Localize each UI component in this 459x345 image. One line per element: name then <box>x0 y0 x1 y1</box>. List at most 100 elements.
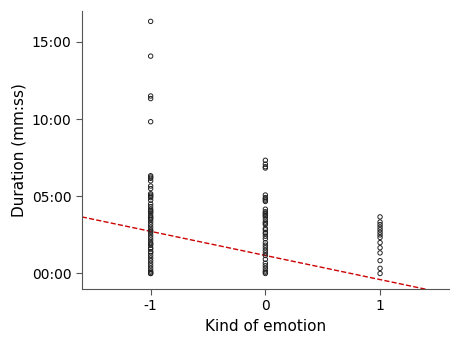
Point <box>147 268 154 274</box>
X-axis label: Kind of emotion: Kind of emotion <box>204 319 325 334</box>
Point <box>375 258 383 263</box>
Point <box>147 232 154 238</box>
Point <box>147 224 154 230</box>
Point <box>261 231 269 236</box>
Point <box>147 178 154 184</box>
Point <box>261 236 269 241</box>
Point <box>261 161 269 167</box>
Point <box>147 197 154 203</box>
Y-axis label: Duration (mm:ss): Duration (mm:ss) <box>11 83 26 217</box>
Point <box>147 208 154 213</box>
Point <box>147 183 154 189</box>
Point <box>261 263 269 268</box>
Point <box>147 266 154 271</box>
Point <box>147 260 154 266</box>
Point <box>261 213 269 218</box>
Point <box>261 250 269 256</box>
Point <box>147 201 154 207</box>
Point <box>375 224 383 230</box>
Point <box>147 228 154 234</box>
Point <box>147 53 154 59</box>
Point <box>375 245 383 250</box>
Point <box>261 269 269 275</box>
Point <box>375 250 383 256</box>
Point <box>147 119 154 125</box>
Point <box>147 245 154 250</box>
Point <box>261 199 269 204</box>
Point <box>375 266 383 271</box>
Point <box>147 195 154 200</box>
Point <box>147 192 154 198</box>
Point <box>261 271 269 276</box>
Point <box>261 196 269 201</box>
Point <box>147 253 154 258</box>
Point <box>147 237 154 243</box>
Point <box>261 240 269 245</box>
Point <box>375 214 383 220</box>
Point <box>261 210 269 216</box>
Point <box>261 234 269 239</box>
Point <box>261 214 269 220</box>
Point <box>261 260 269 266</box>
Point <box>147 255 154 261</box>
Point <box>147 263 154 268</box>
Point <box>147 176 154 181</box>
Point <box>261 222 269 227</box>
Point <box>261 229 269 235</box>
Point <box>147 235 154 240</box>
Point <box>147 250 154 256</box>
Point <box>147 19 154 24</box>
Point <box>261 220 269 226</box>
Point <box>147 213 154 218</box>
Point <box>147 249 154 254</box>
Point <box>261 268 269 274</box>
Point <box>261 217 269 222</box>
Point <box>147 246 154 252</box>
Point <box>147 269 154 275</box>
Point <box>261 243 269 248</box>
Point <box>147 214 154 220</box>
Point <box>375 227 383 233</box>
Point <box>147 240 154 245</box>
Point <box>147 215 154 221</box>
Point <box>261 192 269 198</box>
Point <box>261 266 269 271</box>
Point <box>375 235 383 240</box>
Point <box>261 211 269 217</box>
Point <box>147 174 154 180</box>
Point <box>147 222 154 227</box>
Point <box>147 210 154 216</box>
Point <box>261 227 269 233</box>
Point <box>147 206 154 212</box>
Point <box>261 257 269 262</box>
Point <box>147 219 154 225</box>
Point <box>147 217 154 222</box>
Point <box>147 227 154 233</box>
Point <box>147 194 154 199</box>
Point <box>261 245 269 250</box>
Point <box>147 173 154 178</box>
Point <box>375 229 383 235</box>
Point <box>147 191 154 197</box>
Point <box>261 158 269 163</box>
Point <box>147 204 154 209</box>
Point <box>261 197 269 203</box>
Point <box>261 195 269 200</box>
Point <box>261 226 269 231</box>
Point <box>375 222 383 227</box>
Point <box>147 258 154 263</box>
Point <box>261 219 269 225</box>
Point <box>147 241 154 247</box>
Point <box>375 240 383 245</box>
Point <box>261 165 269 171</box>
Point <box>147 93 154 99</box>
Point <box>147 271 154 276</box>
Point <box>375 232 383 238</box>
Point <box>147 243 154 248</box>
Point <box>261 209 269 215</box>
Point <box>147 209 154 215</box>
Point <box>147 186 154 191</box>
Point <box>261 248 269 253</box>
Point <box>261 206 269 212</box>
Point <box>147 96 154 101</box>
